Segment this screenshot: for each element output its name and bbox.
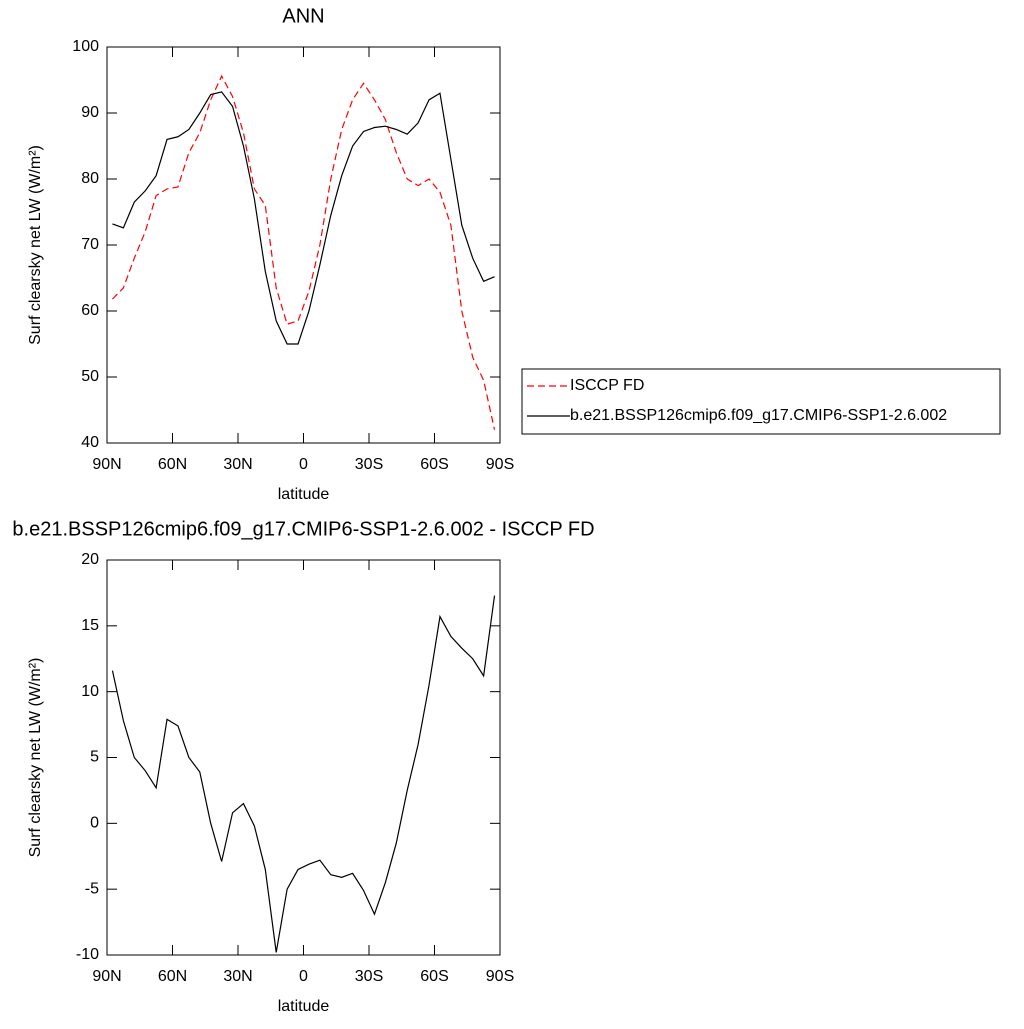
y-tick-label: 10 xyxy=(81,683,99,700)
x-tick-label: 90N xyxy=(92,968,121,985)
y-tick-label: 80 xyxy=(81,170,99,187)
y-tick-label: 5 xyxy=(90,749,99,766)
x-tick-label: 30S xyxy=(355,456,383,473)
y-tick-label: 15 xyxy=(81,617,99,634)
x-tick-label: 90S xyxy=(486,456,514,473)
x-axis-label: latitude xyxy=(278,998,330,1015)
y-axis-label: Surf clearsky net LW (W/m²) xyxy=(27,145,44,345)
legend-box xyxy=(521,368,1001,435)
data-line xyxy=(111,595,496,953)
chart-title: b.e21.BSSP126cmip6.f09_g17.CMIP6-SSP1-2.… xyxy=(12,518,594,540)
y-tick-label: 70 xyxy=(81,236,99,253)
chart-title: ANN xyxy=(282,5,324,27)
data-line xyxy=(112,74,496,430)
y-tick-label: -10 xyxy=(76,946,99,963)
x-tick-label: 30N xyxy=(223,968,252,985)
y-tick-label: 60 xyxy=(81,302,99,319)
y-tick-label: 40 xyxy=(81,434,99,451)
x-tick-label: 60S xyxy=(420,968,448,985)
x-tick-label: 30S xyxy=(355,968,383,985)
legend-label: ISCCP FD xyxy=(570,377,644,394)
y-axis-label: Surf clearsky net LW (W/m²) xyxy=(27,658,44,858)
y-tick-label: 100 xyxy=(72,38,99,55)
plot-frame xyxy=(106,46,501,444)
x-axis-label: latitude xyxy=(278,486,330,503)
x-tick-label: 90N xyxy=(92,456,121,473)
plot-frame xyxy=(106,559,501,956)
x-tick-label: 90S xyxy=(486,968,514,985)
x-tick-label: 0 xyxy=(299,968,308,985)
y-tick-label: 90 xyxy=(81,104,99,121)
x-tick-label: 60N xyxy=(158,456,187,473)
x-tick-label: 60S xyxy=(420,456,448,473)
data-line xyxy=(112,91,495,345)
x-tick-label: 30N xyxy=(223,456,252,473)
y-tick-label: -5 xyxy=(85,880,99,897)
x-tick-label: 60N xyxy=(158,968,187,985)
y-tick-label: 20 xyxy=(81,551,99,568)
y-tick-label: 0 xyxy=(90,815,99,832)
legend-label: b.e21.BSSP126cmip6.f09_g17.CMIP6-SSP1-2.… xyxy=(570,407,947,424)
y-tick-label: 50 xyxy=(81,368,99,385)
x-tick-label: 0 xyxy=(299,456,308,473)
